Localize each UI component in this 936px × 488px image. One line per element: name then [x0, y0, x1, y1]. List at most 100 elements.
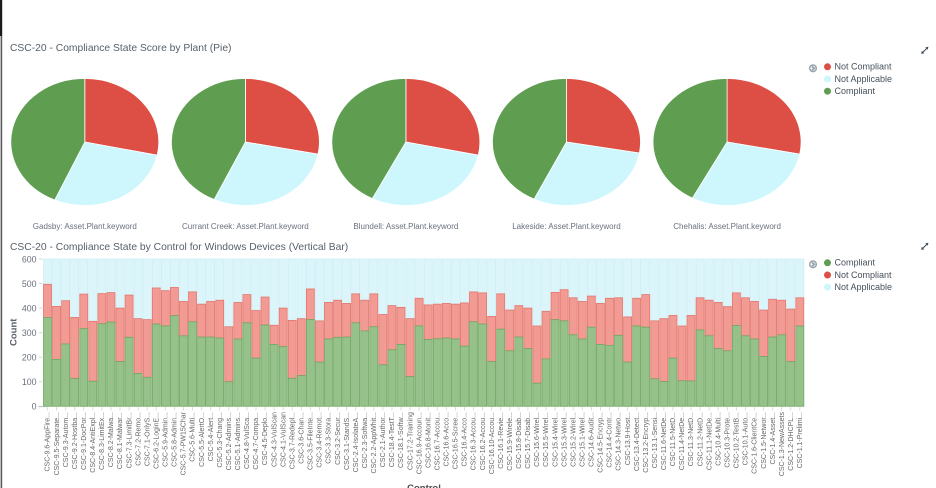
svg-text:CSC-15.7-Disab...: CSC-15.7-Disab... [525, 412, 532, 469]
svg-text:CSC-4.8-VulSca...: CSC-4.8-VulSca... [244, 412, 251, 469]
svg-text:CSC-16.7-Accou...: CSC-16.7-Accou... [434, 412, 441, 470]
svg-text:CSC-16.10-Accou...: CSC-16.10-Accou... [489, 412, 496, 474]
svg-text:Not Applicable: Not Applicable [835, 282, 893, 292]
svg-text:CSC-5.4-Alert...: CSC-5.4-Alert... [208, 412, 215, 461]
svg-text:300: 300 [22, 328, 37, 338]
svg-text:CSC-10.1-Auto...: CSC-10.1-Auto... [743, 412, 750, 465]
svg-text:CSC-15.9-Wirele...: CSC-15.9-Wirele... [507, 412, 514, 471]
svg-text:CSC-1.2-DHCPL...: CSC-1.2-DHCPL... [788, 412, 795, 471]
svg-text:CSC-4.7-Compa...: CSC-4.7-Compa... [253, 412, 260, 470]
svg-text:CSC-1.6-ClientCe...: CSC-1.6-ClientCe... [752, 412, 759, 474]
svg-text:CSC-16.2-Accou...: CSC-16.2-Accou... [480, 412, 487, 470]
svg-text:CSC-11.6-NetDe...: CSC-11.6-NetDe... [661, 412, 668, 470]
svg-text:CSC-15.5-Wirel...: CSC-15.5-Wirel... [543, 412, 550, 467]
svg-text:CSC-11.2-NetD...: CSC-11.2-NetD... [697, 412, 704, 466]
svg-text:500: 500 [22, 279, 37, 289]
svg-text:CSC-16.3-Accou...: CSC-16.3-Accou... [471, 412, 478, 470]
svg-text:CSC-5.5-AlertO...: CSC-5.5-AlertO... [199, 412, 206, 467]
svg-text:CSC-2.2-AppWhit...: CSC-2.2-AppWhit... [371, 412, 378, 474]
svg-text:Not Applicable: Not Applicable [835, 74, 893, 84]
svg-text:Chehalis: Asset.Plant.keyword: Chehalis: Asset.Plant.keyword [673, 222, 781, 231]
svg-text:CSC-10.4-Multi...: CSC-10.4-Multi... [715, 412, 722, 466]
svg-text:CSC-14.4-Contr...: CSC-14.4-Contr... [607, 412, 614, 468]
svg-text:CSC-8.4-AntiExpl...: CSC-8.4-AntiExpl... [90, 412, 97, 473]
svg-text:CSC-14.6-Audit...: CSC-14.6-Audit... [589, 412, 596, 467]
svg-text:CSC-13.1-Sensi...: CSC-13.1-Sensi... [652, 412, 659, 468]
svg-text:CSC-15.4-Wirel...: CSC-15.4-Wirel... [552, 412, 559, 467]
svg-text:Gadsby: Asset.Plant.keyword: Gadsby: Asset.Plant.keyword [33, 222, 137, 231]
svg-text:CSC-3.2-Secur...: CSC-3.2-Secur... [335, 412, 342, 465]
svg-text:CSC-13.4-Detect...: CSC-13.4-Detect... [634, 412, 641, 471]
svg-text:Not Compliant: Not Compliant [835, 270, 893, 280]
svg-text:CSC-10.3-Prote...: CSC-10.3-Prote... [725, 412, 732, 468]
svg-text:CSC-7.1-OnlyS...: CSC-7.1-OnlyS... [144, 412, 151, 466]
svg-text:CSC-11.3-NetD...: CSC-11.3-NetD... [688, 412, 695, 466]
svg-text:CSC-11.1-NetDe...: CSC-11.1-NetDe... [706, 412, 713, 470]
svg-text:CSC-3.5-FileInte...: CSC-3.5-FileInte... [308, 412, 315, 470]
svg-text:100: 100 [22, 377, 37, 387]
svg-text:CSC-9.1-DocPor...: CSC-9.1-DocPor... [81, 412, 88, 470]
svg-text:CSC-14.5-Encryp...: CSC-14.5-Encryp... [598, 412, 605, 473]
svg-text:CSC-3.1-StandS...: CSC-3.1-StandS... [344, 412, 351, 470]
svg-text:CSC-2.3-Softwa...: CSC-2.3-Softwa... [362, 412, 369, 468]
svg-text:CSC-17.2-Training: CSC-17.2-Training [407, 412, 414, 470]
svg-text:CSC-13.2-Encryp...: CSC-13.2-Encryp... [643, 412, 650, 473]
svg-text:400: 400 [22, 304, 37, 314]
svg-text:CSC-8.3-LimitEx...: CSC-8.3-LimitEx... [99, 412, 106, 470]
svg-text:CSC-16.9-Accoun...: CSC-16.9-Accoun... [416, 412, 423, 474]
svg-text:CSC-10.2-TestB...: CSC-10.2-TestB... [734, 412, 741, 468]
svg-text:Lakeside: Asset.Plant.keyword: Lakeside: Asset.Plant.keyword [512, 222, 621, 231]
svg-text:CSC-15.3-Wirel...: CSC-15.3-Wirel... [561, 412, 568, 467]
svg-text:CSC-20 - Compliance State by C: CSC-20 - Compliance State by Control for… [10, 242, 348, 253]
svg-text:CSC-9.2-Hostba...: CSC-9.2-Hostba... [72, 412, 79, 469]
svg-text:CSC-1.4-Asset...: CSC-1.4-Asset... [770, 412, 777, 465]
svg-text:CSC-5.7-PW15Char: CSC-5.7-PW15Char [181, 411, 188, 475]
svg-text:CSC-16.5-Scree...: CSC-16.5-Scree... [453, 412, 460, 469]
svg-text:CSC-2.1-Author...: CSC-2.1-Author... [380, 412, 387, 467]
svg-text:Currant Creek: Asset.Plant.key: Currant Creek: Asset.Plant.keyword [182, 222, 309, 231]
svg-text:CSC-16.4-Acco...: CSC-16.4-Acco... [462, 412, 469, 467]
svg-text:CSC-16.8-Monit...: CSC-16.8-Monit... [425, 412, 432, 468]
svg-text:CSC-7.3-LimitBr...: CSC-7.3-LimitBr... [126, 412, 133, 468]
svg-text:CSC-8.2-Malwa...: CSC-8.2-Malwa... [108, 412, 115, 467]
svg-text:CSC-20 - Compliance State Scor: CSC-20 - Compliance State Score by Plant… [10, 43, 231, 54]
svg-text:CSC-14.3-Netwo...: CSC-14.3-Netwo... [616, 412, 623, 471]
svg-text:CSC-4.1-VulScan: CSC-4.1-VulScan [280, 412, 287, 467]
svg-text:Count: Count [9, 318, 20, 346]
svg-text:CSC-9.3-Autom...: CSC-9.3-Autom... [63, 412, 70, 467]
svg-text:CSC-18.1-Softw...: CSC-18.1-Softw... [398, 412, 405, 468]
svg-text:0: 0 [32, 402, 37, 412]
svg-text:CSC-3.3-Stora...: CSC-3.3-Stora... [326, 412, 333, 464]
svg-text:CSC-3.7-Redepl...: CSC-3.7-Redepl... [289, 412, 296, 469]
svg-text:Control: Control [407, 483, 441, 488]
svg-text:CSC-16.1-Revie...: CSC-16.1-Revie... [498, 412, 505, 469]
svg-text:CSC-5.6-Multi...: CSC-5.6-Multi... [190, 412, 197, 462]
svg-text:CSC-3.6-Chan...: CSC-3.6-Chan... [298, 412, 305, 464]
svg-text:CSC-9.5-Separate...: CSC-9.5-Separate... [54, 412, 61, 475]
svg-text:CSC-4.3-VulScan: CSC-4.3-VulScan [271, 412, 278, 467]
svg-text:CSC-8.1-Malwar...: CSC-8.1-Malwar... [117, 412, 124, 469]
svg-text:Compliant: Compliant [835, 258, 876, 268]
svg-text:CSC-15.8-Disab...: CSC-15.8-Disab... [516, 412, 523, 469]
svg-text:CSC-1.1-Prelimi...: CSC-1.1-Prelimi... [797, 412, 804, 468]
svg-text:CSC-13.9-Host...: CSC-13.9-Host... [625, 412, 632, 465]
svg-text:Compliant: Compliant [835, 86, 876, 96]
svg-text:CSC-1.3-NewAssets: CSC-1.3-NewAssets [779, 412, 786, 477]
svg-text:CSC-15.2-Wirel...: CSC-15.2-Wirel... [570, 412, 577, 467]
svg-text:CSC-18.4-TestT...: CSC-18.4-TestT... [389, 412, 396, 467]
svg-text:600: 600 [22, 254, 37, 264]
svg-text:CSC-16.6-Acco...: CSC-16.6-Acco... [444, 412, 451, 467]
svg-text:CSC-11.4-NetDe...: CSC-11.4-NetDe... [679, 412, 686, 470]
svg-text:Not Compliant: Not Compliant [835, 62, 893, 72]
svg-text:Blundell: Asset.Plant.keyword: Blundell: Asset.Plant.keyword [353, 222, 458, 231]
svg-text:CSC-15.1-Wirel...: CSC-15.1-Wirel... [579, 412, 586, 467]
svg-text:CSC-5.1-Admins...: CSC-5.1-Admins... [235, 412, 242, 470]
svg-text:CSC-5.3-Chang...: CSC-5.3-Chang... [217, 412, 224, 468]
svg-text:CSC-15.6-Wirel...: CSC-15.6-Wirel... [534, 412, 541, 467]
svg-text:CSC-5.2-Admins...: CSC-5.2-Admins... [226, 412, 233, 470]
svg-text:CSC-4.5-Deplo...: CSC-4.5-Deplo... [262, 412, 269, 465]
svg-text:CSC-1.5-Networ...: CSC-1.5-Networ... [761, 412, 768, 469]
svg-text:CSC-7.2-Remo...: CSC-7.2-Remo... [135, 412, 142, 466]
svg-text:CSC-11.5-NetD...: CSC-11.5-NetD... [670, 412, 677, 466]
svg-text:CSC-9.6-AppFire...: CSC-9.6-AppFire... [45, 412, 52, 472]
